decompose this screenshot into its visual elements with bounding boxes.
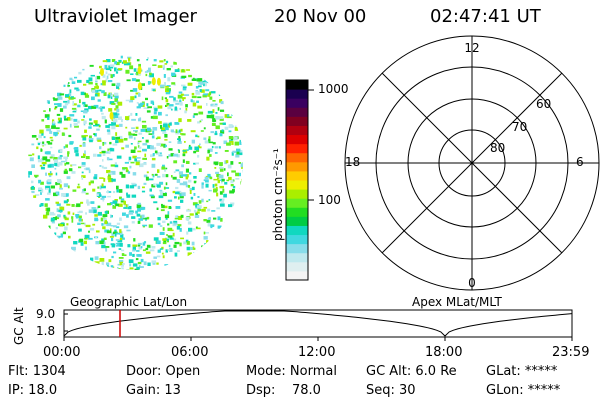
colorbar-label-100: 100: [318, 193, 341, 207]
instrument-title: Ultraviolet Imager: [34, 6, 197, 27]
hour-tick-2359: 23:59: [552, 345, 590, 360]
altitude-tick-1-8: 1.8: [36, 324, 56, 338]
colorbar-cell: [286, 152, 308, 163]
colorbar-cell: [286, 234, 308, 245]
hour-tick-0600: 06:00: [171, 345, 209, 360]
colorbar-cell: [286, 261, 308, 272]
colorbar-cell: [286, 125, 308, 136]
hour-tick-1200: 12:00: [298, 345, 336, 360]
colorbar-cell: [286, 161, 308, 172]
color-scale: [285, 79, 314, 281]
colorbar-cell: [286, 270, 308, 281]
colorbar-cell: [286, 80, 308, 90]
dsp-value: Dsp: 78.0: [246, 383, 321, 398]
colorbar-cell: [286, 116, 308, 126]
mlt-label-0: 0: [468, 276, 476, 290]
colorbar-cell: [286, 225, 308, 236]
lat-label-60: 60: [536, 97, 552, 111]
altitude-plot: [63, 309, 573, 341]
colorbar-unit-label: photon cm⁻²s⁻¹: [271, 148, 285, 241]
uv-image-disk: [28, 55, 243, 270]
polar-grid: [344, 35, 600, 291]
colorbar-cell: [286, 107, 308, 117]
colorbar-cell: [286, 252, 308, 263]
colorbar-cell: [286, 134, 308, 145]
colorbar-cell: [286, 189, 308, 199]
mode-status: Mode: Normal: [246, 364, 337, 379]
time-label: 02:47:41 UT: [430, 6, 541, 27]
door-status: Door: Open: [126, 364, 201, 379]
geographic-longitude: GLon: *****: [486, 383, 561, 398]
altitude-tick-9: 9.0: [36, 307, 56, 321]
colorbar-label-1000: 1000: [318, 82, 349, 96]
lat-label-80: 80: [490, 141, 506, 155]
colorbar-cell: [286, 207, 308, 217]
hour-tick-0000: 00:00: [43, 345, 81, 360]
mlt-label-6: 6: [576, 155, 584, 169]
mlt-label-18: 18: [345, 155, 361, 169]
flight-number: Flt: 1304: [8, 364, 66, 379]
hour-tick-1800: 18:00: [425, 345, 463, 360]
colorbar-cell: [286, 143, 308, 154]
lat-label-70: 70: [512, 120, 528, 134]
apex-label: Apex MLat/MLT: [412, 295, 502, 309]
date-label: 20 Nov 00: [274, 6, 367, 27]
colorbar-cell: [286, 180, 308, 190]
altitude-axis-label: GC Alt: [12, 307, 26, 345]
ip-value: IP: 18.0: [8, 383, 58, 398]
meridian-diag-2: [381, 72, 563, 254]
geographic-latitude: GLat: *****: [486, 364, 558, 379]
gc-altitude: GC Alt: 6.0 Re: [366, 364, 457, 379]
geographic-label: Geographic Lat/Lon: [70, 295, 188, 309]
sequence-number: Seq: 30: [366, 383, 416, 398]
colorbar-cell: [286, 216, 308, 226]
mlt-label-12: 12: [464, 41, 480, 55]
altitude-curve: [63, 310, 573, 337]
colorbar-cell: [286, 243, 308, 254]
gain-value: Gain: 13: [126, 383, 181, 398]
colorbar-cell: [286, 89, 308, 99]
colorbar-cell: [286, 170, 308, 181]
colorbar-cell: [286, 98, 308, 108]
colorbar-cell: [286, 198, 308, 208]
